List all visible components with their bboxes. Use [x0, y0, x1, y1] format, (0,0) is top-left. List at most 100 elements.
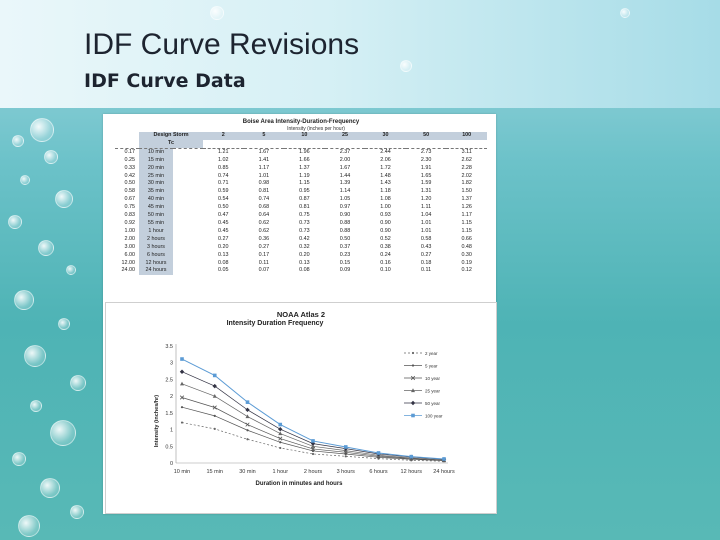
spacer-cell: [173, 165, 203, 173]
intensity-cell: 0.27: [218, 235, 229, 242]
table-row: 0.33 20 min 0.85 1.17 1.37 1.67 1.72 1.91 2.28: [115, 164, 487, 173]
data-point: [278, 431, 283, 436]
intensity-cell: 0.24: [380, 251, 391, 258]
bubble-decoration: [24, 345, 46, 367]
intensity-cell: 0.52: [380, 235, 391, 242]
x-tick-label: 15 min: [206, 469, 223, 475]
spacer-cell: [173, 147, 203, 157]
spacer-cell: [173, 157, 203, 165]
data-point: [344, 452, 347, 456]
table-row: 2.00 2 hours 0.27 0.36 0.42 0.50 0.52 0.58 0.66: [115, 235, 487, 244]
table-subtitle: Intensity (inches per hour): [287, 126, 345, 132]
tc-cell: 0.92: [124, 219, 136, 226]
intensity-cell: 2.37: [324, 147, 366, 157]
intensity-cell: 1.20: [420, 196, 432, 203]
legend-label: 100 year: [425, 413, 443, 418]
idf-table-panel: Boise Area Intensity-Duration-Frequency …: [115, 114, 487, 276]
intensity-cell: 0.12: [461, 267, 472, 274]
intensity-cell: 0.43: [420, 243, 432, 250]
intensity-cell: 0.73: [299, 227, 310, 234]
intensity-cell: 0.88: [339, 227, 351, 234]
intensity-cell: 2.28: [461, 164, 472, 171]
data-point: [311, 439, 315, 443]
intensity-cell: 0.81: [299, 204, 310, 211]
table-row: 0.83 50 min 0.47 0.64 0.75 0.90 0.93 1.04 1.17: [115, 212, 487, 220]
data-point: [212, 405, 217, 410]
data-point: [180, 381, 184, 386]
data-point: [411, 388, 415, 393]
bubble-decoration: [8, 215, 22, 229]
title-band: [0, 0, 720, 108]
tc-cell: 0.25: [124, 156, 136, 163]
intensity-cell: 0.27: [258, 243, 270, 250]
data-point: [245, 407, 250, 413]
intensity-cell: 2.06: [380, 156, 391, 163]
legend-label: 25 year: [425, 388, 441, 393]
column-header: 50: [405, 132, 447, 140]
x-axis-label: Duration in minutes and hours: [255, 481, 343, 487]
duration-cell: 40 min: [139, 196, 173, 205]
data-point: [212, 383, 217, 389]
spacer-cell: [173, 236, 203, 244]
data-point: [343, 445, 348, 449]
intensity-cell: 0.45: [218, 219, 229, 226]
legend-label: 5 year: [425, 363, 438, 368]
intensity-cell: 1.91: [420, 164, 432, 171]
table-body: 0.17 10 min 1.21 1.67 1.96 2.37 2.44 2.73 3.11 0.…: [115, 147, 487, 276]
duration-cell: 55 min: [139, 219, 173, 228]
intensity-cell: 0.38: [380, 243, 391, 250]
data-point: [180, 357, 184, 361]
spacer-cell: [173, 204, 203, 212]
slide-title: IDF Curve Revisions: [84, 28, 360, 61]
bubble-decoration: [55, 190, 73, 208]
legend-entry: 2 year: [404, 351, 438, 356]
spacer-cell: [173, 196, 203, 204]
intensity-cell: 1.41: [258, 156, 270, 163]
bubble-decoration: [44, 150, 58, 164]
data-point: [410, 400, 416, 406]
intensity-cell: 1.01: [420, 227, 432, 234]
intensity-cell: 0.66: [461, 235, 472, 242]
intensity-cell: 0.09: [339, 267, 351, 274]
tc-cell: 12.00: [121, 259, 136, 266]
y-tick-label: 3: [170, 361, 173, 367]
column-header: 5: [243, 132, 285, 140]
intensity-cell: 0.05: [218, 267, 229, 274]
x-tick-label: 3 hours: [337, 469, 356, 475]
intensity-cell: 2.00: [339, 156, 351, 163]
column-header: 100: [446, 132, 487, 140]
bubble-decoration: [30, 118, 54, 142]
tc-cell: 0.17: [115, 147, 139, 157]
design-storm-header: Design Storm: [139, 132, 203, 140]
table-row: 12.00 12 hours 0.08 0.11 0.13 0.15 0.16 0.18 0.1…: [115, 259, 487, 268]
intensity-cell: 0.17: [258, 251, 270, 258]
tc-cell: 0.67: [124, 196, 136, 203]
intensity-cell: 0.50: [339, 235, 351, 242]
intensity-cell: 0.19: [461, 259, 472, 266]
column-header: 10: [284, 132, 325, 140]
spacer-cell: [173, 188, 203, 196]
intensity-cell: 1.37: [461, 196, 472, 203]
legend-label: 50 year: [425, 401, 441, 406]
tc-cell: 0.75: [124, 204, 136, 211]
intensity-cell: 1.19: [299, 172, 310, 179]
column-header: 2: [203, 132, 244, 140]
data-point: [246, 429, 249, 432]
data-point: [245, 422, 250, 427]
intensity-cell: 1.01: [258, 172, 270, 179]
intensity-cell: 1.31: [420, 188, 432, 195]
intensity-cell: 0.16: [380, 259, 391, 266]
table-row: 0.50 30 min 0.71 0.98 1.15 1.39 1.43 1.59 1.82: [115, 180, 487, 189]
legend-entry: 50 year: [404, 400, 441, 406]
intensity-cell: 0.08: [218, 259, 229, 266]
duration-cell: 35 min: [139, 188, 173, 197]
duration-cell: 15 min: [139, 156, 173, 165]
chart-legend: 2 year 5 year 10 year 25 year 50 year 100 yea…: [404, 351, 443, 418]
column-header: 25: [324, 132, 366, 140]
spacer-cell: [173, 244, 203, 252]
idf-table: Design Storm 2 5 10 25 30 50 100 Tc 0.17…: [115, 132, 487, 276]
series-line: [181, 422, 445, 462]
intensity-cell: 0.81: [258, 188, 270, 195]
bubble-decoration: [20, 175, 30, 185]
intensity-cell: 0.27: [420, 251, 432, 258]
